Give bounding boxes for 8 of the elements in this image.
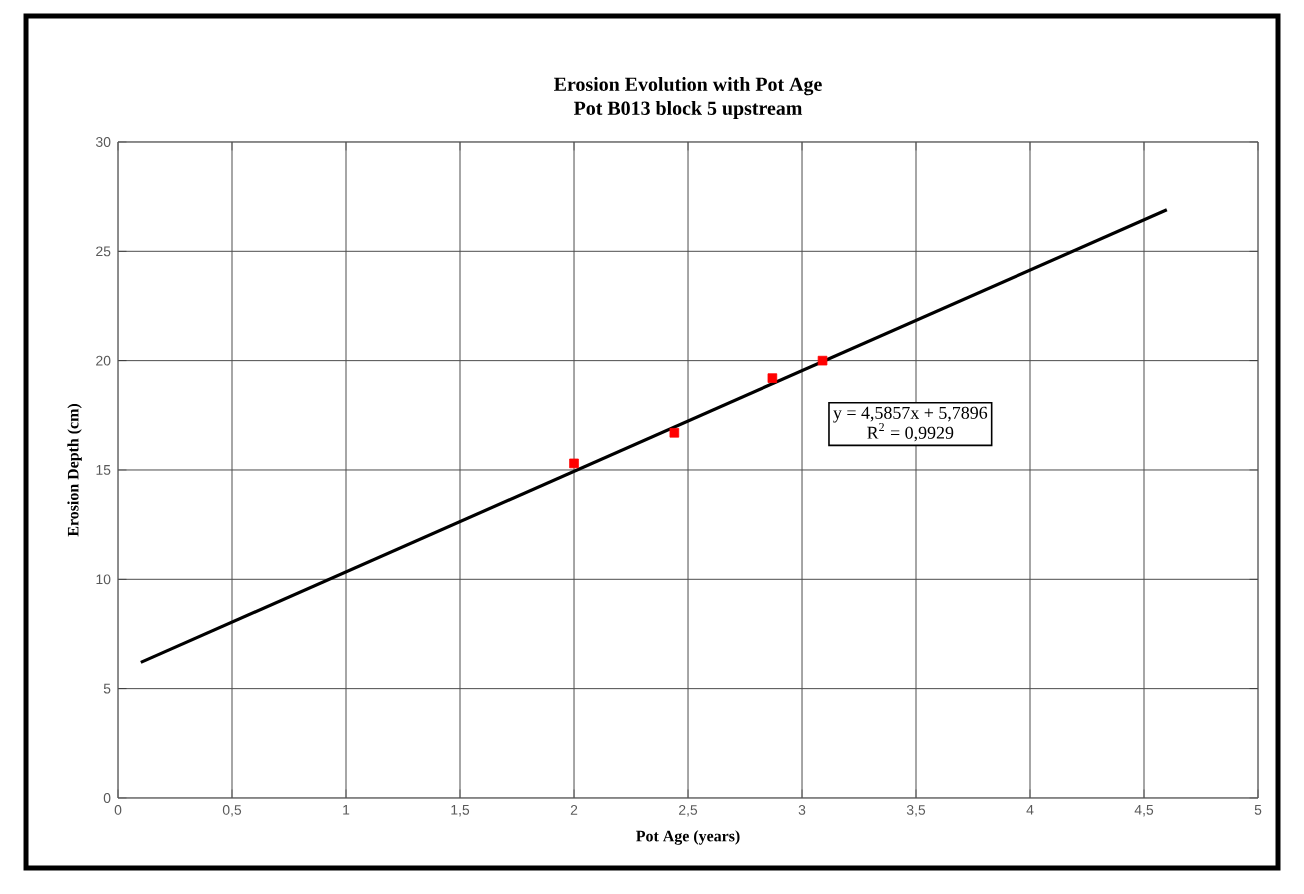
annotation: y = 4,5857x + 5,7896 — [833, 406, 988, 423]
point — [569, 458, 579, 469]
chart-subtitle: Pot B013 block 5 upstream — [573, 100, 803, 119]
chart-title: Erosion Evolution with Pot Age — [554, 77, 822, 96]
point — [669, 428, 680, 438]
point — [767, 373, 778, 383]
annotation: R$^{2}$ = 0,9929 — [867, 423, 954, 442]
point — [817, 355, 828, 366]
